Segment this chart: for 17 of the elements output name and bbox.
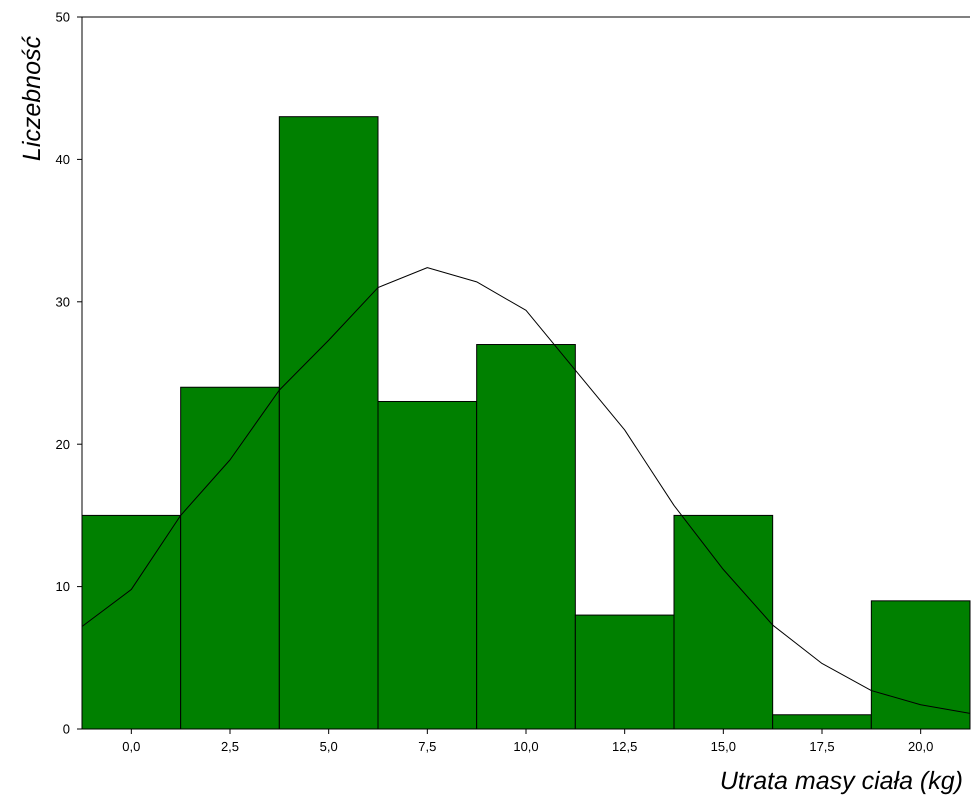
y-tick-label: 30 xyxy=(56,294,70,310)
y-tick-label: 20 xyxy=(56,436,70,452)
x-tick-label: 2,5 xyxy=(220,739,240,754)
x-tick-label: 17,5 xyxy=(809,739,835,754)
x-tick-label: 7,5 xyxy=(418,739,436,754)
x-tick-label: 5,0 xyxy=(320,739,338,754)
y-axis-title: Liczebność xyxy=(18,36,46,162)
y-tick-label: 50 xyxy=(56,10,70,25)
x-axis-title: Utrata masy ciała (kg) xyxy=(720,767,963,795)
x-tick-label: 10,0 xyxy=(513,739,539,754)
y-tick-label: 0 xyxy=(62,722,70,737)
y-tick-label: 10 xyxy=(56,579,70,594)
x-tick-label: 12,5 xyxy=(612,739,638,754)
x-tick-label: 20,0 xyxy=(908,739,934,754)
x-tick-label: 15,0 xyxy=(710,739,736,754)
x-tick-label: 0,0 xyxy=(122,739,140,754)
y-tick-label: 40 xyxy=(56,152,70,167)
